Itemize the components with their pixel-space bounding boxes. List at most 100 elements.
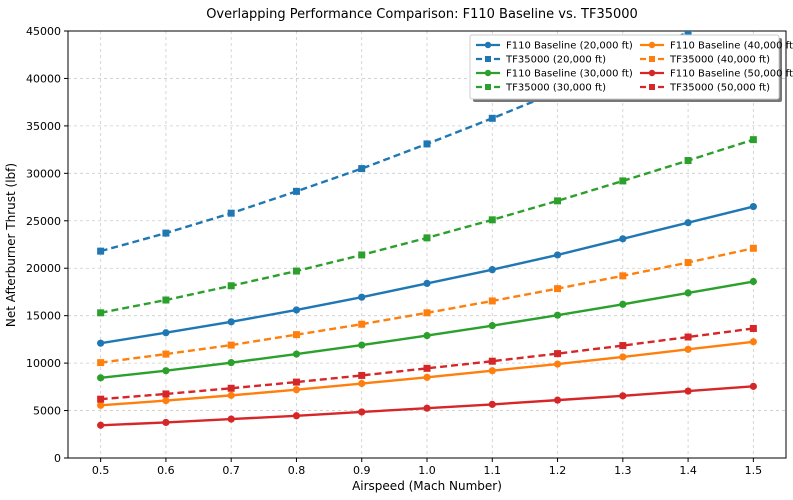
y-tick-label: 35000: [26, 120, 61, 133]
data-point: [358, 320, 366, 328]
data-point: [488, 216, 496, 224]
data-point: [749, 277, 757, 286]
data-point: [358, 341, 366, 349]
data-point: [488, 266, 496, 274]
legend-marker: [484, 69, 492, 77]
data-point: [292, 378, 300, 386]
x-tick-label: 1.5: [745, 464, 763, 477]
legend-label: F110 Baseline (20,000 ft): [506, 41, 633, 52]
data-point: [488, 297, 496, 305]
data-point: [553, 251, 562, 259]
x-axis-label: Airspeed (Mach Number): [352, 479, 502, 493]
x-tick-label: 0.6: [157, 464, 175, 477]
data-point: [423, 309, 431, 317]
data-point: [488, 114, 496, 122]
y-tick-label: 45000: [26, 25, 61, 38]
data-point: [619, 235, 627, 243]
data-point: [358, 379, 366, 388]
data-point: [684, 157, 692, 165]
data-point: [619, 392, 627, 400]
data-point: [423, 140, 431, 148]
y-tick-label: 40000: [26, 72, 61, 85]
data-point: [292, 187, 300, 195]
y-tick-label: 10000: [26, 357, 61, 370]
data-point: [292, 331, 300, 339]
y-tick-label: 15000: [26, 310, 61, 323]
x-tick-label: 1.4: [679, 464, 697, 477]
data-point: [750, 0, 757, 3]
data-point: [749, 244, 757, 252]
data-point: [227, 391, 235, 399]
data-point: [684, 31, 692, 36]
legend-label: TF35000 (20,000 ft): [505, 55, 606, 66]
data-point: [749, 202, 757, 211]
legend-label: TF35000 (50,000 ft): [669, 83, 770, 94]
x-tick-label: 1.0: [418, 464, 436, 477]
data-point: [488, 400, 496, 408]
data-point: [97, 401, 105, 409]
data-point: [749, 136, 757, 144]
legend-marker: [648, 69, 656, 77]
data-point: [162, 367, 170, 375]
legend-label: F110 Baseline (30,000 ft): [506, 69, 633, 80]
legend-marker: [649, 56, 655, 62]
series-group: [97, 324, 757, 403]
data-point: [423, 279, 431, 288]
data-point: [162, 396, 170, 405]
data-point: [162, 418, 170, 427]
data-point: [162, 229, 170, 237]
data-point: [423, 364, 431, 372]
legend-box: [469, 34, 780, 100]
data-point: [619, 342, 627, 350]
data-point: [553, 311, 562, 319]
data-point: [619, 353, 627, 361]
data-point: [423, 373, 431, 381]
data-point: [684, 289, 692, 297]
legend-marker: [485, 56, 491, 62]
data-point: [97, 421, 105, 429]
data-point: [292, 350, 301, 358]
data-point: [619, 272, 627, 280]
data-point: [292, 306, 301, 314]
data-point: [227, 209, 235, 217]
series-group: [97, 136, 757, 317]
legend-label: TF35000 (30,000 ft): [505, 83, 606, 94]
legend-marker: [648, 41, 656, 49]
x-tick-label: 0.5: [92, 464, 110, 477]
data-point: [554, 350, 562, 358]
data-point: [749, 382, 757, 390]
data-point: [97, 339, 105, 347]
data-point: [488, 322, 496, 330]
data-point: [553, 360, 562, 368]
data-point: [97, 309, 105, 317]
data-point: [749, 324, 757, 332]
data-point: [162, 329, 170, 337]
data-point: [292, 267, 300, 275]
legend-label: F110 Baseline (50,000 ft): [670, 69, 793, 80]
series-layer: [97, 0, 757, 429]
data-point: [554, 197, 562, 205]
data-point: [619, 177, 627, 185]
series-group: [97, 244, 757, 367]
series-group: [97, 382, 757, 429]
y-tick-label: 30000: [26, 167, 61, 180]
data-point: [684, 219, 692, 227]
legend: F110 Baseline (20,000 ft) TF35000 (20,000…: [469, 34, 793, 102]
data-point: [227, 359, 235, 367]
x-tick-label: 1.1: [484, 464, 502, 477]
legend-label: TF35000 (40,000 ft): [669, 55, 770, 66]
data-point: [554, 285, 562, 293]
data-point: [227, 318, 235, 326]
data-point: [423, 404, 431, 412]
data-point: [97, 374, 105, 382]
data-point: [227, 341, 235, 349]
data-point: [227, 384, 235, 392]
y-axis-label: Net Afterburner Thrust (lbf): [4, 163, 18, 327]
y-tick-label: 0: [54, 452, 61, 465]
series-group: [97, 277, 757, 382]
y-tick-label: 5000: [33, 405, 61, 418]
data-point: [553, 396, 562, 404]
data-point: [358, 165, 366, 173]
y-tick-label: 25000: [26, 215, 61, 228]
